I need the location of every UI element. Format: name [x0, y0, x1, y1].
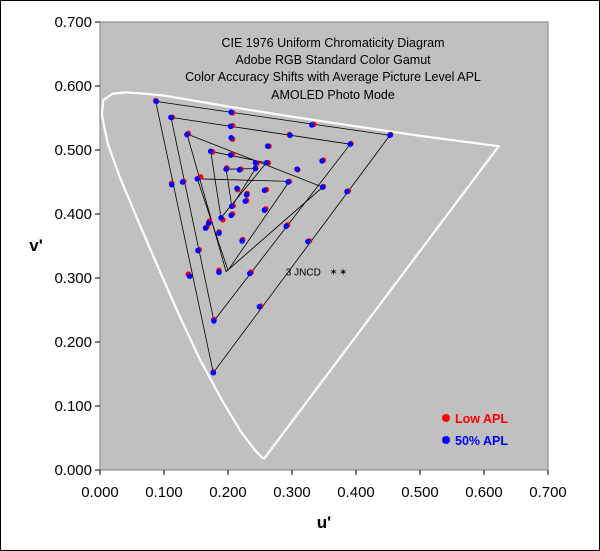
jncd-marker-group: ✶ ✶: [329, 268, 347, 279]
apl-50-point-10: [228, 135, 234, 141]
y-tick-label: 0.600: [54, 78, 92, 95]
apl-50-point-46: [179, 179, 186, 185]
apl-50-point-17: [387, 132, 393, 139]
gamut-triangle-4: [196, 178, 291, 272]
y-tick-label: 0.700: [54, 14, 92, 31]
y-tick-label: 0.100: [54, 398, 92, 415]
gamut-triangle-2: [170, 116, 351, 322]
apl-50-point-6: [223, 166, 229, 172]
apl-50-point-5: [207, 148, 214, 155]
apl-50-point-40: [216, 269, 222, 276]
gamut-triangle-1: [155, 100, 391, 374]
spectrum-locus-curve: [100, 91, 500, 460]
apl-50-point-26: [261, 187, 268, 194]
apl-50-point-11: [227, 152, 234, 158]
apl-50-point-14: [287, 132, 293, 139]
y-tick-label: 0.500: [54, 142, 92, 159]
apl-50-point-23: [344, 188, 350, 195]
apl-50-point-43: [186, 273, 193, 279]
apl-50-point-12: [229, 203, 235, 210]
legend: Low APL 50% APL: [442, 412, 508, 448]
apl-50-point-7: [236, 167, 243, 173]
apl-50-point-44: [195, 247, 201, 254]
y-tick-label: 0.300: [54, 270, 92, 287]
apl-50-point-20: [294, 166, 300, 172]
jncd-annotation: 3 JNCD: [286, 268, 321, 279]
apl-50-point-30: [261, 207, 268, 213]
apl-50-point-36: [228, 212, 234, 219]
apl-50-point-29: [283, 223, 290, 229]
apl-50-point-41: [206, 220, 212, 226]
apl-50-point-47: [168, 181, 175, 188]
y-tick-label: 0.200: [54, 334, 92, 351]
apl-50-point-22: [252, 165, 259, 172]
apl-50-point-38: [210, 369, 217, 376]
apl-50-point-37: [218, 215, 224, 221]
apl-50-point-28: [305, 238, 311, 245]
apl-50-point-9: [227, 123, 234, 130]
x-tick-label: 0.600: [465, 484, 503, 501]
jncd-marker-1: ✶: [329, 268, 337, 279]
apl-50-point-25: [285, 179, 292, 185]
legend-marker-low-apl: [442, 414, 450, 422]
apl-50-point-24: [319, 184, 326, 190]
apl-50-point-21: [263, 160, 270, 166]
title-line-1: CIE 1976 Uniform Chromaticity Diagram: [222, 36, 445, 50]
jncd-marker-2: ✶: [339, 268, 347, 279]
title-line-3: Color Accuracy Shifts with Average Pictu…: [185, 70, 481, 84]
x-tick-label: 0.100: [145, 484, 183, 501]
apl-50-point-32: [234, 185, 240, 192]
gamut-triangle-5: [210, 150, 268, 219]
apl-50-point-18: [347, 141, 354, 147]
x-tick-label: 0.200: [209, 484, 247, 501]
x-tick-label: 0.500: [401, 484, 439, 501]
apl-50-point-16: [252, 160, 259, 166]
apl-50-point-42: [216, 230, 222, 236]
apl-50-point-2: [168, 114, 174, 121]
apl-50-point-35: [239, 238, 245, 244]
x-tick-label: 0.000: [81, 484, 119, 501]
y-tick-label: 0.400: [54, 206, 92, 223]
y-tick-label: 0.000: [54, 462, 92, 479]
title-line-2: Adobe RGB Standard Color Gamut: [235, 53, 431, 67]
legend-label-50-apl: 50% APL: [455, 434, 508, 448]
apl-50-point-27: [243, 192, 250, 198]
apl-50-point-45: [202, 225, 209, 231]
x-tick-label: 0.700: [529, 484, 567, 501]
apl-50-point-1: [153, 98, 160, 105]
apl-50-point-8: [228, 109, 234, 115]
legend-marker-50-apl: [442, 436, 450, 444]
apl-50-point-13: [309, 122, 315, 128]
title-line-4: AMOLED Photo Mode: [271, 88, 395, 102]
legend-label-low-apl: Low APL: [455, 412, 508, 426]
y-axis-title: v': [29, 236, 43, 255]
tick-labels-layer: 0.000 0.100 0.200 0.300 0.400 0.500 0.600 0.700…: [54, 14, 566, 501]
x-axis-title: u': [317, 513, 331, 532]
apl-50-point-4: [194, 176, 201, 182]
x-tick-label: 0.300: [273, 484, 311, 501]
apl-50-point-39: [211, 318, 217, 324]
data-points-layer: [152, 97, 394, 376]
apl-50-point-33: [256, 304, 263, 310]
apl-50-point-34: [247, 270, 253, 277]
apl-50-point-3: [184, 131, 190, 138]
spectrum-locus-layer: [100, 91, 500, 460]
apl-50-point-15: [264, 143, 271, 149]
apl-50-point-31: [242, 198, 249, 204]
apl-50-point-19: [319, 158, 325, 164]
x-tick-label: 0.400: [337, 484, 375, 501]
